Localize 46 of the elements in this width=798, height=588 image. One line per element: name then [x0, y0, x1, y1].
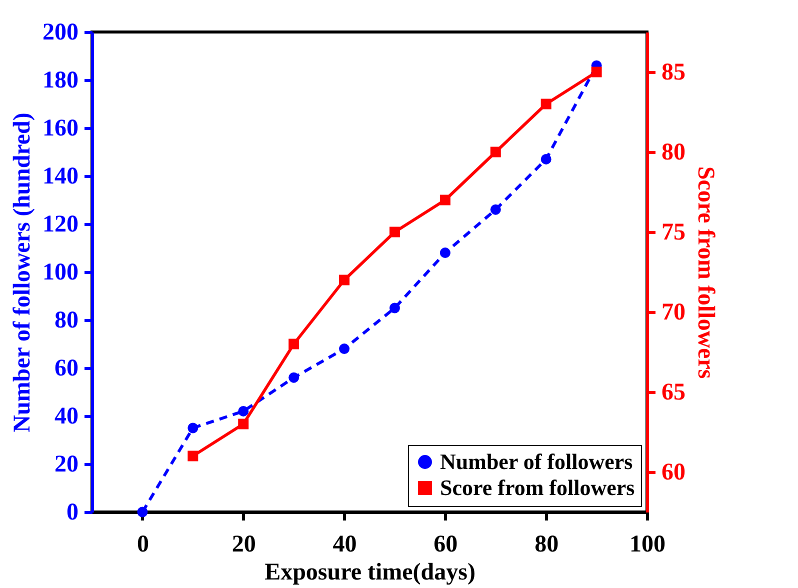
x-tick-label: 20 — [232, 532, 256, 558]
x-tick-label: 80 — [534, 532, 559, 558]
y2-tick-label: 80 — [662, 140, 686, 166]
point — [137, 506, 148, 518]
y2-tick-label: 65 — [662, 380, 686, 406]
y2-tick-label: 85 — [662, 60, 686, 86]
point — [540, 98, 552, 110]
legend-label: Number of followers — [440, 449, 634, 474]
point — [288, 338, 300, 350]
y2-tick-label: 60 — [662, 460, 686, 486]
point — [440, 194, 450, 206]
point — [238, 406, 249, 416]
y-tick-label: 40 — [54, 404, 78, 430]
y-tick-label: 60 — [54, 356, 78, 382]
point — [389, 302, 400, 314]
point — [288, 372, 300, 383]
point — [339, 344, 350, 354]
point — [188, 450, 198, 462]
y-tick-label: 200 — [42, 20, 78, 46]
point — [591, 66, 602, 78]
x-tick-label: 100 — [630, 532, 666, 558]
y-tick-label: 160 — [42, 116, 78, 142]
point — [490, 204, 501, 215]
point — [339, 274, 350, 286]
y-tick-label: 80 — [54, 308, 78, 334]
y2-tick-label: 75 — [662, 220, 686, 246]
point — [490, 146, 501, 158]
point — [389, 226, 400, 238]
x-tick-label: 40 — [332, 532, 357, 558]
legend-label: Score from followers — [440, 475, 636, 500]
y2-axis-title: Score from followers — [692, 166, 718, 379]
y-tick-label: 120 — [42, 212, 78, 238]
y-tick-label: 100 — [42, 260, 78, 286]
point — [238, 418, 249, 430]
y-axis-title: Number of followers (hundred) — [10, 112, 36, 432]
x-tick-label: 0 — [136, 532, 149, 558]
x-axis-title: Exposure time(days) — [264, 560, 476, 586]
point — [188, 422, 198, 434]
y-tick-label: 140 — [42, 164, 78, 190]
y-tick-label: 0 — [66, 500, 78, 526]
y2-tick-label: 70 — [662, 300, 686, 326]
x-tick-label: 60 — [434, 532, 458, 558]
point — [540, 154, 552, 164]
point — [440, 248, 450, 258]
y-tick-label: 180 — [42, 68, 78, 94]
y-tick-label: 20 — [54, 452, 78, 478]
